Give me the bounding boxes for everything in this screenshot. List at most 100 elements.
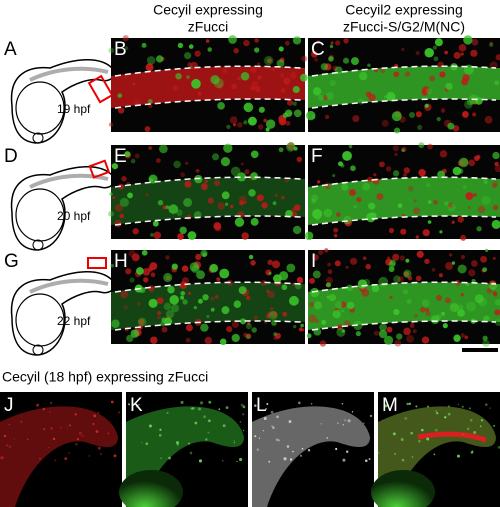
cell-dot [111,163,119,170]
boundary-line [114,215,302,226]
cell-dot [494,161,499,167]
cell-dot [460,234,467,241]
cell-dot [432,45,437,50]
cell-dot [476,226,482,232]
embryo-drawing [10,159,115,251]
cell-dot [400,438,404,442]
cell-dot [380,68,386,74]
cell-dot [466,282,470,286]
cell-dot [281,284,288,291]
cell-dot [258,437,261,439]
panel-label: C [311,39,325,60]
cell-dot [197,298,203,304]
cell-dot [231,83,237,90]
cell-dot [359,71,368,81]
cell-dot [445,82,453,91]
cell-dot [436,116,441,122]
cell-dot [248,189,256,197]
cell-dot [367,176,373,183]
cell-dot [245,334,251,340]
cell-dot [118,183,125,190]
cell-dot [402,289,409,295]
cell-dot [150,272,156,278]
cell-dot [42,408,45,411]
cell-dot [420,306,426,313]
cell-dot [310,50,318,58]
cell-dot [424,47,434,58]
cell-dot [418,142,425,149]
cell-dot [188,442,191,445]
cell-dot [185,337,191,343]
cell-dot [250,260,256,266]
cell-dot [307,448,311,452]
cell-dot [76,437,80,441]
cell-dot [272,260,280,269]
cell-dot [312,87,322,96]
cell-dot [189,262,200,272]
cell-dot [293,204,301,211]
cell-dot [127,403,131,406]
notochord [417,431,487,443]
cell-dot [177,233,184,240]
cell-dot [434,428,438,432]
cell-dot [141,249,148,256]
cell-dot [229,116,238,124]
cell-dot [336,324,343,331]
cell-dot [460,255,466,260]
cell-dot [473,430,477,435]
cell-dot [389,295,393,299]
cell-dot [280,88,286,93]
cell-dot [240,403,244,407]
cell-dot [5,444,8,447]
cell-dot [156,297,164,304]
cell-dot [381,119,389,127]
boundary-line [114,98,302,109]
cell-dot [479,425,482,428]
cell-dot [426,437,430,441]
cell-dot [304,231,314,241]
cell-dot [362,256,367,260]
cell-dot [97,411,100,414]
cell-dot [296,156,303,163]
cell-dot [467,206,471,210]
cell-dot [152,220,159,227]
cell-dot [150,336,158,344]
cell-dot [189,451,193,455]
cell-dot [248,254,254,260]
cell-dot [265,119,276,129]
cell-dot [363,422,365,424]
cell-dot [231,321,239,328]
cell-dot [205,39,210,43]
boundary-line [311,176,497,188]
cell-dot [257,62,261,66]
boundary-line [311,320,497,331]
cell-dot [278,147,284,153]
cell-dot [210,307,215,312]
cell-dot [203,415,206,418]
cell-dot [408,402,412,405]
cell-dot [323,208,333,218]
boundary-line [114,65,302,77]
cell-dot [293,146,298,151]
cell-dot [224,202,229,206]
cell-dot [373,330,379,336]
cell-dot [226,124,231,130]
cell-dot [278,46,284,52]
cell-dot [268,310,278,320]
cell-dot [139,287,146,294]
cell-dot [427,220,432,224]
cell-dot [439,71,446,78]
cell-dot [388,266,395,273]
cell-dot [36,403,39,407]
cell-dot [483,315,490,322]
cell-dot [341,402,344,405]
cell-dot [468,407,471,410]
panel-label: K [130,395,143,416]
cell-dot [268,271,272,275]
cell-dot [394,453,396,455]
column-header: Cecyil expressing [153,2,263,18]
cell-dot [131,253,140,262]
cell-dot [480,255,488,263]
cell-dot [191,265,200,274]
cell-dot [407,185,414,192]
